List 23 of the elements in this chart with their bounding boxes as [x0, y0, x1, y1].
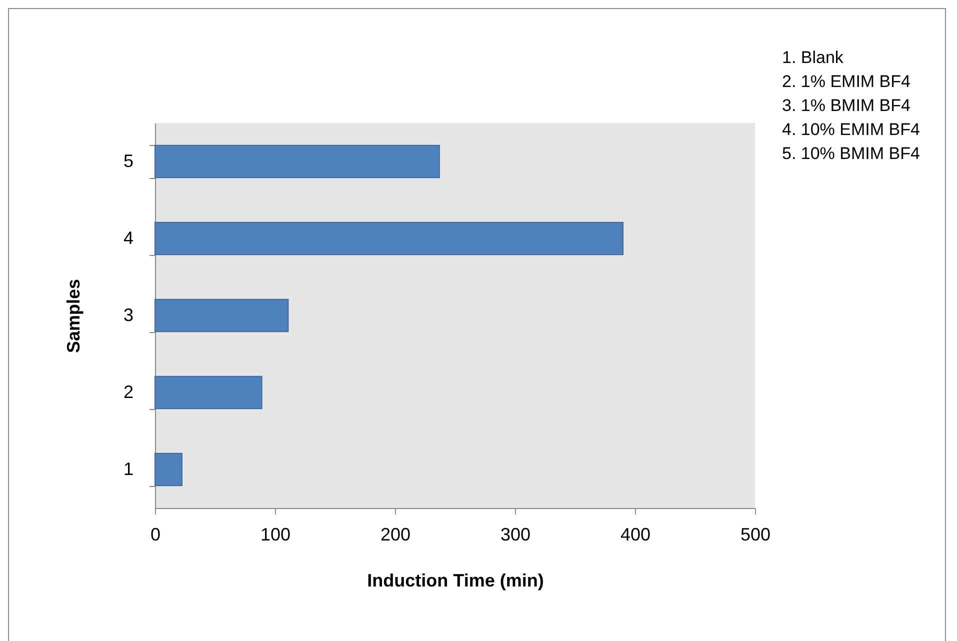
y-tick-label: 1: [123, 459, 134, 479]
x-tick-label: 200: [380, 524, 411, 544]
x-tick-label: 100: [260, 524, 291, 544]
y-tick-label: 3: [123, 305, 134, 325]
text: 2. 1% EMIM BF4: [782, 71, 912, 93]
x-tick-label: 0: [150, 524, 161, 544]
bar: [154, 144, 440, 178]
text: 1. Blank: [782, 47, 844, 69]
x-axis-title: Induction Time (min): [367, 570, 544, 590]
bar: [154, 222, 624, 256]
x-tick-label: 300: [500, 524, 531, 544]
text: 3. 1% BMIM BF4: [782, 95, 912, 117]
x-tick-label: 400: [620, 524, 651, 544]
text: 5. 10% BMIM BF4: [782, 143, 920, 165]
bar: [154, 298, 289, 332]
bar: [154, 452, 182, 486]
text: 4. 10% EMIM BF4: [782, 119, 920, 141]
y-tick-label: 4: [123, 228, 134, 248]
x-tick-label: 500: [740, 524, 771, 544]
y-axis-title: Samples: [63, 278, 84, 354]
y-tick-label: 2: [123, 382, 134, 402]
bar: [154, 376, 262, 410]
y-tick-label: 5: [123, 151, 134, 171]
